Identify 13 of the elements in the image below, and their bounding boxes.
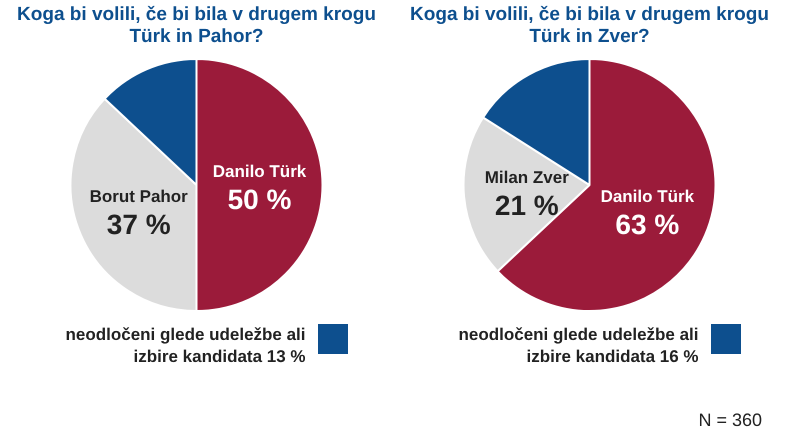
data-label: 50 % (228, 184, 292, 215)
chart-title: Koga bi volili, če bi bila v drugem krogu Türk in Pahor? (16, 4, 377, 49)
chart-title: Koga bi volili, če bi bila v drugem krogu Türk in Zver? (409, 4, 770, 49)
slice-label: Milan Zver (484, 168, 570, 187)
slice-label: Danilo Türk (600, 187, 695, 206)
slice-label: Danilo Türk (212, 162, 307, 181)
data-label: 37 % (106, 209, 171, 240)
legend-label: neodločeni glede udeležbe ali izbire kandidata 13 % (64, 324, 306, 368)
legend-label: neodločeni glede udeležbe ali izbire kandidata 16 % (458, 324, 698, 368)
data-label: 63 % (615, 209, 680, 240)
text: N = 360 (698, 410, 762, 431)
data-label: 21 % (494, 190, 559, 221)
slice-label: Borut Pahor (90, 187, 188, 206)
